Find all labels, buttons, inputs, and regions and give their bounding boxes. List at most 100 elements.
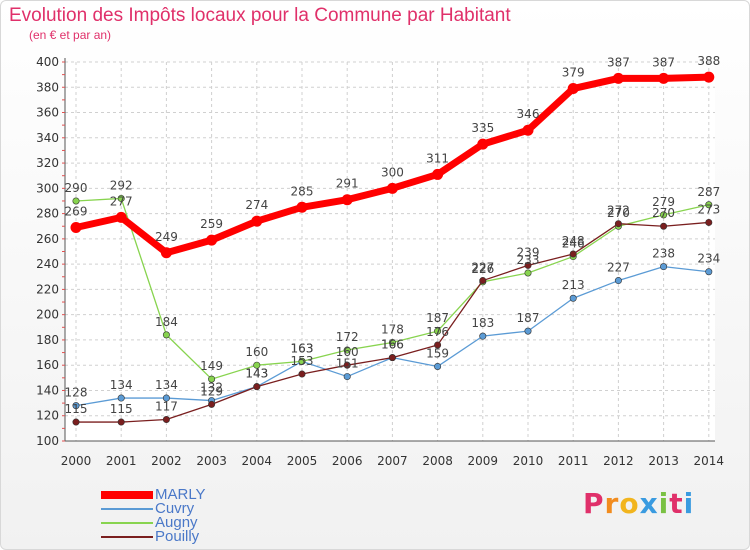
- data-point: [614, 277, 622, 285]
- x-tick-label: 2004: [242, 454, 273, 468]
- data-point: [72, 418, 80, 426]
- data-label: 183: [471, 316, 494, 330]
- data-point: [660, 222, 668, 230]
- data-label: 272: [607, 204, 630, 218]
- x-tick-label: 2013: [648, 454, 679, 468]
- y-tick-label: 400: [36, 55, 59, 69]
- logo-letter: i: [658, 487, 670, 520]
- y-tick-label: 300: [36, 181, 59, 195]
- data-point: [162, 394, 170, 402]
- x-tick-label: 2008: [422, 454, 453, 468]
- data-point: [614, 220, 622, 228]
- y-tick-label: 360: [36, 106, 59, 120]
- data-point: [434, 362, 442, 370]
- data-point: [72, 402, 80, 410]
- x-tick-label: 2009: [468, 454, 499, 468]
- data-label: 273: [697, 202, 720, 216]
- data-label: 227: [471, 261, 494, 275]
- data-label: 143: [245, 367, 268, 381]
- data-label: 187: [517, 311, 540, 325]
- x-tick-label: 2003: [196, 454, 227, 468]
- x-tick-label: 2010: [513, 454, 544, 468]
- data-label: 291: [336, 177, 359, 191]
- logo-letter: t: [669, 487, 684, 520]
- data-label: 335: [471, 121, 494, 135]
- data-point: [296, 201, 308, 213]
- data-label: 387: [607, 55, 630, 69]
- data-label: 115: [65, 402, 88, 416]
- legend-label: Augny: [155, 514, 198, 531]
- data-point: [162, 416, 170, 424]
- data-label: 346: [517, 107, 540, 121]
- data-point: [388, 354, 396, 362]
- x-tick-label: 2012: [603, 454, 634, 468]
- chart-subtitle: (en € et par an): [29, 28, 112, 42]
- data-point: [206, 234, 218, 246]
- legend-swatch: [101, 522, 153, 524]
- y-tick-label: 160: [36, 358, 59, 372]
- data-label: 134: [110, 378, 133, 392]
- logo-letter: o: [619, 487, 640, 520]
- x-tick-label: 2002: [151, 454, 182, 468]
- data-label: 248: [562, 234, 585, 248]
- data-label: 213: [562, 278, 585, 292]
- data-point: [658, 72, 670, 84]
- data-point: [208, 400, 216, 408]
- data-point: [524, 261, 532, 269]
- data-point: [524, 269, 532, 277]
- data-point: [343, 361, 351, 369]
- data-point: [298, 370, 306, 378]
- data-label: 187: [426, 311, 449, 325]
- data-point: [162, 331, 170, 339]
- data-point: [298, 357, 306, 365]
- data-point: [115, 211, 127, 223]
- data-point: [705, 201, 713, 209]
- data-label: 128: [65, 386, 88, 400]
- data-label: 277: [110, 194, 133, 208]
- data-label: 160: [336, 345, 359, 359]
- data-label: 134: [155, 378, 178, 392]
- legend-swatch: [101, 491, 153, 499]
- logo-letter: i: [683, 487, 695, 520]
- data-label: 270: [607, 206, 630, 220]
- legend-label: Cuvry: [155, 500, 195, 517]
- data-label: 166: [381, 338, 404, 352]
- data-label: 388: [697, 54, 720, 68]
- data-label: 274: [245, 198, 268, 212]
- data-point: [477, 138, 489, 150]
- x-tick-label: 2006: [332, 454, 363, 468]
- data-label: 151: [336, 357, 359, 371]
- data-point: [660, 263, 668, 271]
- data-point: [660, 211, 668, 219]
- data-point: [208, 375, 216, 383]
- data-label: 117: [155, 400, 178, 414]
- data-label: 387: [652, 55, 675, 69]
- data-point: [703, 71, 715, 83]
- y-tick-label: 240: [36, 257, 59, 271]
- proxiti-logo: Proxiti: [583, 487, 694, 520]
- data-label: 287: [697, 185, 720, 199]
- data-label: 311: [426, 151, 449, 165]
- data-point: [569, 250, 577, 258]
- data-label: 129: [200, 384, 223, 398]
- x-tick-label: 2007: [377, 454, 408, 468]
- data-point: [567, 83, 579, 95]
- data-point: [569, 294, 577, 302]
- data-label: 149: [200, 359, 223, 373]
- data-label: 259: [200, 217, 223, 231]
- data-label: 292: [110, 178, 133, 192]
- y-tick-label: 180: [36, 333, 59, 347]
- data-label: 153: [291, 354, 314, 368]
- data-label: 143: [245, 367, 268, 381]
- data-point: [253, 361, 261, 369]
- data-label: 227: [607, 261, 630, 275]
- y-tick-label: 120: [36, 409, 59, 423]
- data-label: 184: [155, 315, 178, 329]
- y-tick-label: 220: [36, 282, 59, 296]
- y-tick-label: 380: [36, 80, 59, 94]
- data-label: 160: [245, 345, 268, 359]
- data-label: 270: [652, 206, 675, 220]
- data-point: [434, 327, 442, 335]
